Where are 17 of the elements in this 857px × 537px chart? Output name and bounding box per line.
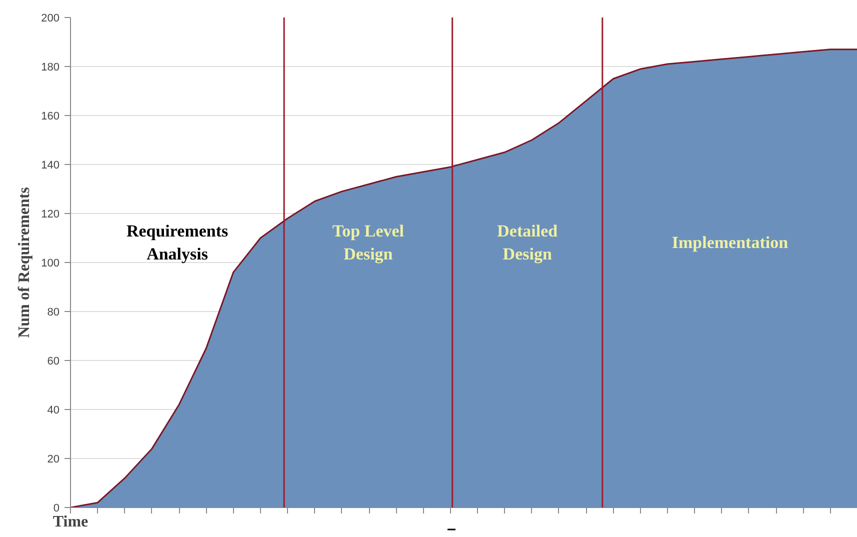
y-tick-label: 20	[47, 454, 60, 466]
annotation: Top Level Design	[332, 222, 404, 264]
y-tick-label: 120	[41, 208, 60, 220]
y-axis-title: Num of Requirements	[16, 187, 34, 338]
y-tick-label: 200	[41, 12, 60, 24]
y-tick-label: 100	[41, 258, 60, 270]
annotation: Detailed Design	[497, 222, 558, 264]
annotation: Requirements Analysis	[126, 222, 229, 264]
y-tick-label: 60	[47, 356, 60, 368]
y-tick-label: 80	[47, 306, 60, 318]
y-tick-label: 140	[41, 160, 60, 172]
x-axis-title: Time	[52, 514, 88, 530]
y-tick-label: 40	[47, 404, 60, 416]
y-tick-label: 180	[41, 62, 60, 74]
y-tick-label: 0	[53, 502, 60, 514]
annotation: Implementation	[672, 233, 789, 252]
y-tick-label: 160	[41, 110, 60, 122]
